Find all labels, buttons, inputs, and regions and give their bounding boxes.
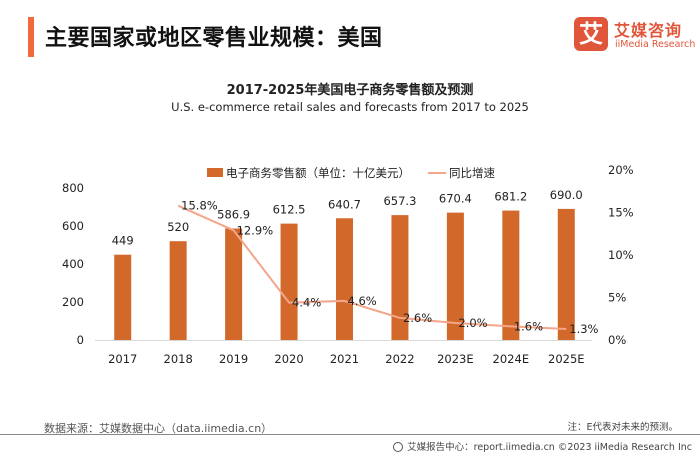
x-axis-tick-label: 2023E <box>437 352 474 366</box>
growth-data-label: 15.8% <box>181 199 218 213</box>
bar-data-label: 586.9 <box>217 207 250 221</box>
growth-data-label: 12.9% <box>237 223 274 237</box>
x-axis-tick-label: 2017 <box>108 352 137 366</box>
footer-divider <box>0 434 700 435</box>
growth-data-label: 2.0% <box>458 316 487 330</box>
legend: 电子商务零售额（单位：十亿美元） 同比增速 <box>207 166 495 180</box>
bar-data-label: 449 <box>112 234 134 248</box>
left-axis-tick-label: 400 <box>62 257 84 271</box>
right-axis-tick-label: 10% <box>608 248 634 262</box>
line-data-labels: 15.8% 12.9% 4.4% 4.6% 2.6% 2.0% 1.6% 1.3% <box>181 199 598 336</box>
brand-logo: 艾 艾媒咨询 iiMedia Research <box>574 17 696 53</box>
bar <box>225 228 243 340</box>
right-axis-tick-label: 20% <box>608 163 634 177</box>
left-axis-tick-label: 200 <box>62 295 84 309</box>
legend-label-line: 同比增速 <box>449 166 495 180</box>
x-axis-tick-label: 2022 <box>385 352 414 366</box>
bar-data-label: 670.4 <box>439 192 472 206</box>
bar <box>280 223 298 340</box>
copyright-text: 艾媒报告中心：report.iimedia.cn ©2023 iiMedia R… <box>407 442 692 453</box>
page-title: 主要国家或地区零售业规模：美国 <box>45 26 383 51</box>
growth-data-label: 1.3% <box>569 322 598 336</box>
left-axis-tick-label: 0 <box>77 333 84 347</box>
bar-data-label: 690.0 <box>550 188 583 202</box>
growth-data-label: 4.6% <box>348 294 377 308</box>
left-axis: 0 200 400 600 800 <box>62 181 84 347</box>
x-axis-tick-label: 2024E <box>493 352 530 366</box>
logo-name-cn: 艾媒咨询 <box>614 21 683 40</box>
growth-line <box>177 204 567 330</box>
bar <box>336 218 353 340</box>
footer-copyright: 艾媒报告中心：report.iimedia.cn ©2023 iiMedia R… <box>393 439 692 453</box>
right-axis-tick-label: 0% <box>608 333 626 347</box>
chart-title: 2017-2025年美国电子商务零售额及预测 <box>226 83 474 98</box>
bar <box>502 210 520 340</box>
growth-data-label: 4.4% <box>292 296 321 310</box>
x-axis: 2017 2018 2019 2020 2021 2022 2023E 2024E 2025E <box>108 352 584 366</box>
right-axis-tick-label: 5% <box>608 291 626 305</box>
x-axis-tick-label: 2019 <box>219 352 248 366</box>
bar <box>169 241 187 340</box>
legend-swatch-bar <box>207 168 223 177</box>
chart-subtitle: U.S. e-commerce retail sales and forecas… <box>171 100 529 114</box>
bar <box>391 215 409 340</box>
report-center-icon <box>393 442 404 452</box>
right-axis-tick-label: 15% <box>608 206 634 220</box>
forecast-note: 注：E代表对未来的预测。 <box>567 422 678 433</box>
bar-data-label: 657.3 <box>383 194 416 208</box>
bar-data-label: 640.7 <box>328 197 361 211</box>
legend-label-bar: 电子商务零售额（单位：十亿美元） <box>226 166 410 180</box>
x-axis-tick-label: 2020 <box>274 352 303 366</box>
bar-data-label: 520 <box>167 220 189 234</box>
bar-data-label: 612.5 <box>273 203 306 217</box>
line-series <box>177 204 567 330</box>
left-axis-tick-label: 800 <box>62 181 84 195</box>
bar <box>557 208 575 340</box>
growth-data-label: 1.6% <box>514 319 543 333</box>
left-axis-tick-label: 600 <box>62 219 84 233</box>
right-axis: 0% 5% 10% 15% 20% <box>608 163 634 347</box>
x-axis-tick-label: 2021 <box>330 352 359 366</box>
bar <box>446 212 464 340</box>
bar <box>114 254 132 340</box>
logo-icon: 艾 <box>574 17 608 51</box>
x-axis-tick-label: 2025E <box>548 352 585 366</box>
bar-series <box>114 208 575 340</box>
title-accent-bar <box>28 17 34 57</box>
x-axis-tick-label: 2018 <box>164 352 193 366</box>
bar-data-labels: 449 520 586.9 612.5 640.7 657.3 670.4 681.2 690.… <box>112 188 583 248</box>
data-source: 数据来源：艾媒数据中心（data.iimedia.cn） <box>44 422 273 435</box>
logo-name-en: iiMedia Research <box>615 39 696 50</box>
growth-data-label: 2.6% <box>403 311 432 325</box>
bar-data-label: 681.2 <box>494 190 527 204</box>
